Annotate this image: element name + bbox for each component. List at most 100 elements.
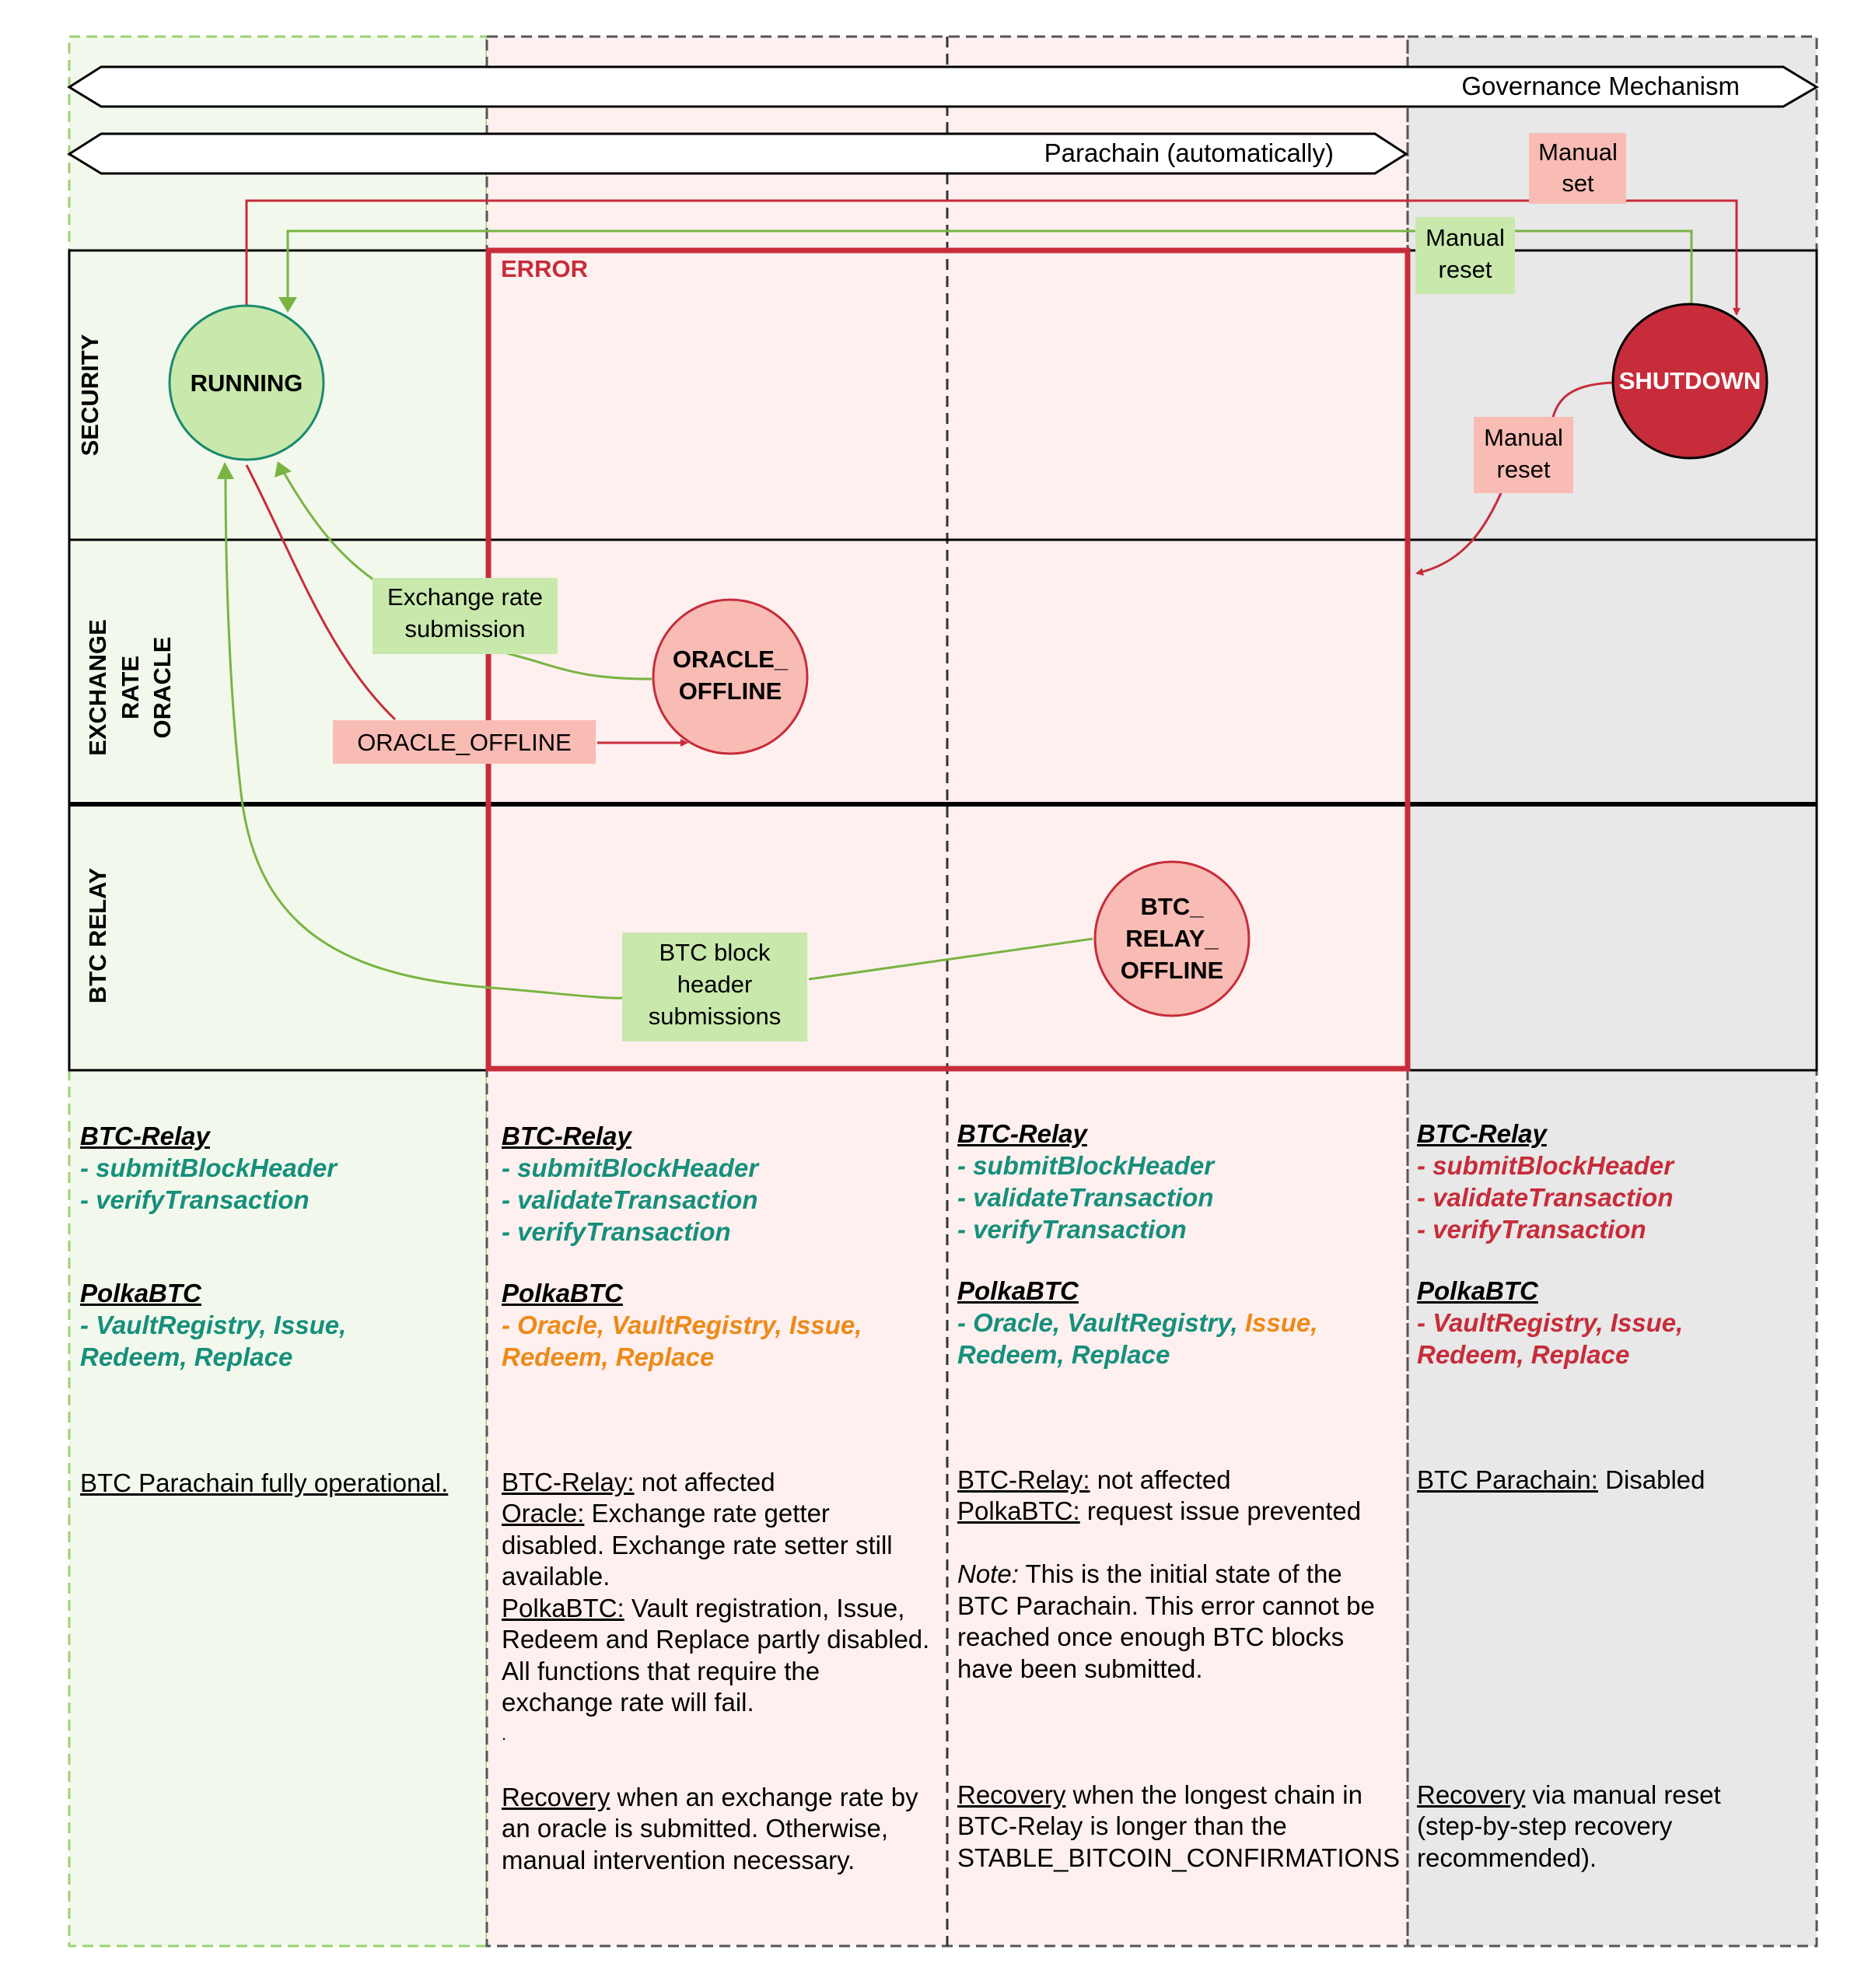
oracle-desc-relay-text: not affected	[634, 1468, 775, 1496]
relay-recovery-line-1: Recovery when the longest chain in	[957, 1780, 1363, 1811]
manual-set-label-line2: set	[1562, 170, 1594, 197]
relay-offline-label-line3: OFFLINE	[1121, 957, 1224, 984]
oracle-desc-line-5: PolkaBTC: Vault registration, Issue,	[502, 1593, 904, 1625]
btc-block-label-line1: BTC block	[659, 939, 771, 966]
oracle-desc-line-4: available.	[502, 1562, 610, 1591]
lane-label-oracle-line3: ORACLE	[149, 637, 176, 739]
oracle-offline-box	[333, 720, 596, 764]
relay-polka-header: PolkaBTC	[957, 1276, 1079, 1305]
running-relay-header: BTC-Relay	[80, 1122, 210, 1150]
manual-reset-side-label: Manual reset	[1484, 424, 1563, 483]
oracle-relay-fn-2: - validateTransaction	[502, 1185, 758, 1214]
oracle-offline-label: ORACLE_ OFFLINE	[673, 646, 789, 705]
shutdown-recovery-line-2: (step-by-step recovery	[1417, 1811, 1673, 1840]
oracle-relay-fn-3: - verifyTransaction	[502, 1217, 731, 1246]
relay-polka-fn-1: - Oracle, VaultRegistry, Issue,	[957, 1307, 1317, 1339]
shutdown-desc-text: Disabled	[1597, 1465, 1705, 1494]
oracle-offline-state[interactable]	[652, 598, 809, 755]
exchange-rate-box	[373, 578, 558, 654]
manual-reset-top-label-line1: Manual	[1425, 224, 1505, 251]
btc-block-label-line2: header	[677, 971, 753, 998]
relay-recovery-label: Recovery	[957, 1780, 1066, 1809]
oracle-relay-header: BTC-Relay	[502, 1122, 631, 1150]
oracle-offline-transition-label: ORACLE_OFFLINE	[357, 729, 572, 756]
oracle-desc-line-3: disabled. Exchange rate setter still	[502, 1531, 893, 1559]
oracle-recovery-line-3: manual intervention necessary.	[502, 1846, 855, 1874]
shutdown-polka-fn-1: - VaultRegistry, Issue,	[1417, 1308, 1684, 1337]
oracle-desc-line-7: All functions that require the	[502, 1657, 820, 1685]
relay-polka-fn-1a: - Oracle, VaultRegistry,	[957, 1308, 1238, 1337]
manual-reset-top-label-line2: reset	[1439, 256, 1492, 283]
oracle-relay-fn-1: - submitBlockHeader	[502, 1153, 759, 1182]
relay-desc-line-2: PolkaBTC: request issue prevented	[957, 1496, 1361, 1528]
error-label: ERROR	[501, 255, 588, 282]
oracle-offline-label-line2: OFFLINE	[679, 677, 782, 705]
manual-reset-side-label-line1: Manual	[1484, 424, 1563, 451]
shutdown-recovery-text: via manual reset	[1525, 1780, 1721, 1809]
column-shutdown-bg	[1408, 37, 1817, 1946]
relay-offline-state[interactable]	[1093, 860, 1251, 1017]
manual-set-label: Manual set	[1538, 138, 1618, 197]
shutdown-recovery-line-3: recommended).	[1417, 1843, 1597, 1872]
oracle-recovery-line-2: an oracle is submitted. Otherwise,	[502, 1814, 889, 1843]
oracle-offline-line	[245, 464, 687, 743]
running-description: BTC Parachain fully operational.	[80, 1468, 449, 1497]
shutdown-polka-header: PolkaBTC	[1417, 1276, 1538, 1305]
relay-note-line-2: BTC Parachain. This error cannot be	[957, 1591, 1375, 1620]
shutdown-relay-header: BTC-Relay	[1417, 1119, 1547, 1148]
relay-note-line-3: reached once enough BTC blocks	[957, 1622, 1345, 1651]
manual-reset-top-box	[1415, 217, 1515, 294]
oracle-polka-fn-1: - Oracle, VaultRegistry, Issue,	[502, 1311, 862, 1339]
running-relay-fn-2: - verifyTransaction	[80, 1185, 310, 1214]
relay-polka-fn-2: Redeem, Replace	[957, 1340, 1170, 1369]
manual-reset-top-label: Manual reset	[1425, 224, 1505, 283]
error-region	[485, 247, 1411, 1072]
manual-reset-top-arrowhead	[278, 297, 297, 313]
shutdown-relay-fn-3: - verifyTransaction	[1417, 1215, 1646, 1244]
exchange-rate-label-line2: submission	[404, 615, 525, 642]
relay-recovery-text: when the longest chain in	[1065, 1780, 1363, 1809]
relay-relay-fn-2: - validateTransaction	[957, 1183, 1214, 1212]
btc-block-label: BTC block header submissions	[649, 939, 782, 1030]
relay-desc-line-1: BTC-Relay: not affected	[957, 1465, 1231, 1496]
exchange-rate-label: Exchange rate submission	[387, 583, 543, 642]
oracle-desc-polka-label: PolkaBTC:	[502, 1594, 624, 1622]
running-relay-fn-1: - submitBlockHeader	[80, 1153, 338, 1182]
relay-offline-label: BTC_ RELAY_ OFFLINE	[1121, 893, 1224, 984]
btc-block-arrowhead	[217, 462, 234, 479]
oracle-polka-fn-2: Redeem, Replace	[502, 1342, 715, 1371]
oracle-desc-line-2: Oracle: Exchange rate getter	[502, 1498, 830, 1530]
manual-reset-top-line	[286, 229, 1693, 306]
relay-offline-label-line1: BTC_	[1141, 893, 1205, 920]
governance-banner-label: Governance Mechanism	[1461, 72, 1740, 100]
shutdown-relay-fn-2: - validateTransaction	[1417, 1183, 1674, 1212]
relay-note-label: Note:	[957, 1559, 1019, 1588]
oracle-polka-header: PolkaBTC	[502, 1279, 623, 1307]
btc-block-box	[622, 933, 807, 1041]
oracle-recovery-line-1: Recovery when an exchange rate by	[502, 1782, 918, 1814]
shutdown-state[interactable]	[1611, 303, 1768, 460]
governance-banner-shape	[67, 65, 1819, 108]
shutdown-recovery-line-1: Recovery via manual reset	[1417, 1780, 1721, 1811]
relay-relay-header: BTC-Relay	[957, 1119, 1087, 1148]
oracle-desc-relay-label: BTC-Relay:	[502, 1468, 635, 1496]
shutdown-relay-fn-1: - submitBlockHeader	[1417, 1151, 1674, 1180]
running-polka-fn-1: - VaultRegistry, Issue,	[80, 1311, 347, 1339]
manual-reset-side-label-line2: reset	[1497, 456, 1551, 483]
shutdown-label: SHUTDOWN	[1619, 367, 1761, 394]
oracle-desc-line-9: .	[502, 1724, 507, 1744]
shutdown-desc-line-1: BTC Parachain: Disabled	[1417, 1465, 1705, 1496]
exchange-rate-label-line1: Exchange rate	[387, 583, 543, 611]
lane-label-oracle: EXCHANGE RATE ORACLE	[84, 619, 176, 756]
relay-desc-polka-text: request issue prevented	[1079, 1496, 1362, 1525]
shutdown-desc-label: BTC Parachain:	[1417, 1465, 1598, 1494]
oracle-desc-oracle-text: Exchange rate getter	[584, 1499, 830, 1528]
lane-label-security: SECURITY	[76, 334, 103, 456]
btc-block-label-line3: submissions	[649, 1003, 782, 1030]
relay-desc-relay-text: not affected	[1090, 1465, 1231, 1494]
running-label: RUNNING	[191, 369, 303, 397]
relay-desc-relay-label: BTC-Relay:	[957, 1465, 1090, 1494]
running-state[interactable]	[168, 304, 325, 461]
relay-note-text: This is the initial state of the	[1018, 1559, 1342, 1588]
oracle-desc-line-1: BTC-Relay: not affected	[502, 1467, 775, 1499]
